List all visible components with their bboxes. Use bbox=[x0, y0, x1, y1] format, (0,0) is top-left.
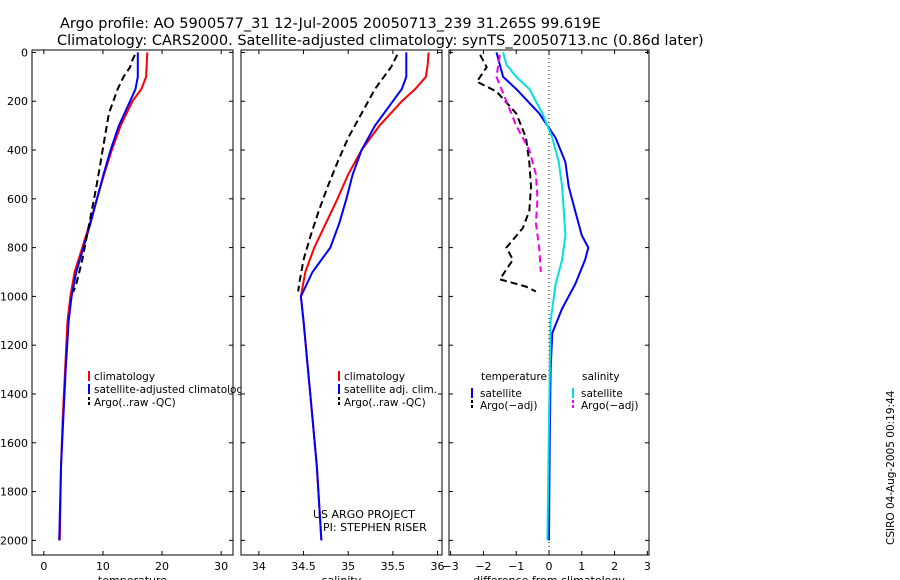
x-tick-label: 36 bbox=[431, 560, 445, 573]
legend-header-salinity: salinity bbox=[582, 371, 620, 383]
x-axis-label: salinity bbox=[322, 574, 362, 580]
legend-header-temperature: temperature bbox=[481, 371, 547, 383]
series-line-salinity-argo-adj- bbox=[495, 54, 542, 273]
credit-project: US ARGO PROJECT bbox=[313, 508, 415, 521]
y-tick-label: 1800 bbox=[0, 486, 28, 499]
title-line-1: Argo profile: AO 5900577_31 12-Jul-2005 … bbox=[60, 16, 601, 32]
y-tick-label: 200 bbox=[7, 95, 28, 108]
x-tick-label: 0 bbox=[546, 560, 553, 573]
legend-label: Argo(..raw -QC) bbox=[344, 397, 426, 409]
x-tick-label: 0 bbox=[40, 560, 47, 573]
x-tick-label: 35.5 bbox=[381, 560, 406, 573]
y-tick-label: 2000 bbox=[0, 534, 28, 547]
plot-frame bbox=[240, 49, 443, 556]
y-tick-label: 0 bbox=[21, 46, 28, 59]
series-line-temperature-argo-adj- bbox=[475, 54, 537, 293]
timestamp-stamp: CSIRO 04-Aug-2005 00:19:44 bbox=[885, 390, 897, 545]
x-tick-label: −2 bbox=[475, 560, 491, 573]
series-line-temperature-satellite bbox=[495, 52, 590, 541]
y-tick-label: 1600 bbox=[0, 437, 28, 450]
difference-profile-chart: −3 −2 −1 0 1 2 3 difference from climatology tem… bbox=[443, 49, 651, 580]
x-tick-label: 1 bbox=[578, 560, 585, 573]
legend-label: satellite adj. clim. bbox=[344, 384, 437, 396]
x-tick-label: 20 bbox=[155, 560, 169, 573]
x-tick-label: 2 bbox=[611, 560, 618, 573]
x-tick-label: 30 bbox=[214, 560, 228, 573]
legend-label: Argo(..raw -QC) bbox=[94, 397, 176, 409]
y-tick-label: 800 bbox=[7, 242, 28, 255]
legend-label: satellite bbox=[581, 388, 623, 400]
series-line-argo-raw-qc- bbox=[72, 54, 136, 292]
temperature-profile-chart: 0 10 20 30 0 200 400 600 800 1000 1200 1400 1600 1800… bbox=[0, 46, 249, 580]
x-axis-label: temperature bbox=[98, 574, 167, 580]
x-tick-label: 10 bbox=[96, 560, 110, 573]
legend-label: climatology bbox=[94, 371, 155, 383]
y-tick-label: 1200 bbox=[0, 339, 28, 352]
x-tick-label: −1 bbox=[508, 560, 524, 573]
salinity-profile-chart: 34 34.5 35 35.5 36 salinity climatologysatelli… bbox=[240, 49, 445, 580]
legend-label: climatology bbox=[344, 371, 405, 383]
legend-label: satellite-adjusted climatology bbox=[94, 384, 249, 396]
y-tick-label: 1400 bbox=[0, 388, 28, 401]
x-tick-label: −3 bbox=[443, 560, 459, 573]
title-line-2: Climatology: CARS2000. Satellite-adjuste… bbox=[57, 33, 704, 49]
x-axis-label: difference from climatology bbox=[473, 574, 625, 580]
y-tick-label: 1000 bbox=[0, 290, 28, 303]
y-tick-label: 400 bbox=[7, 144, 28, 157]
series-line-salinity-satellite bbox=[502, 52, 567, 541]
legend-label: satellite bbox=[480, 388, 522, 400]
x-tick-label: 34.5 bbox=[291, 560, 316, 573]
plot-frame bbox=[31, 49, 234, 556]
series-line-argo-raw-qc- bbox=[297, 54, 399, 292]
x-tick-label: 35 bbox=[341, 560, 355, 573]
legend-label: Argo(−adj) bbox=[581, 400, 638, 412]
x-tick-label: 34 bbox=[252, 560, 266, 573]
x-tick-label: 3 bbox=[644, 560, 651, 573]
series-line-satellite-adj-clim- bbox=[299, 52, 408, 541]
legend-label: Argo(−adj) bbox=[480, 400, 537, 412]
credit-pi: PI: STEPHEN RISER bbox=[323, 521, 427, 534]
y-tick-label: 600 bbox=[7, 193, 28, 206]
series-line-satellite-adjusted-climatology bbox=[58, 52, 139, 541]
